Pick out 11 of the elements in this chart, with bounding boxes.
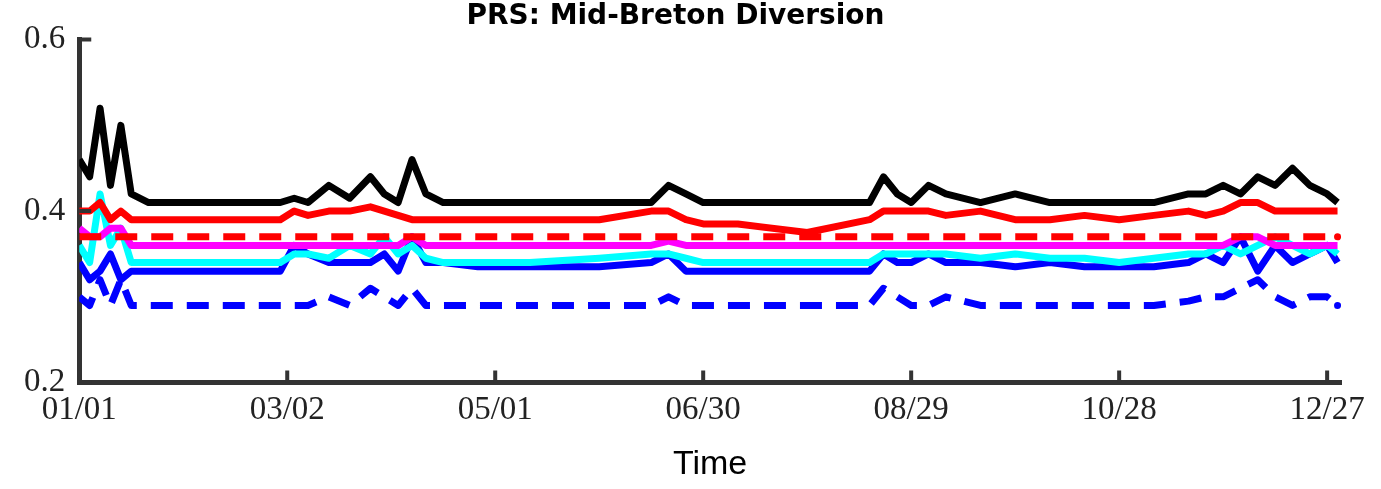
x-axis-title: Time bbox=[672, 442, 748, 481]
y-tick-label: 0.4 bbox=[24, 190, 66, 227]
x-tick-label: 06/30 bbox=[665, 390, 741, 427]
x-tick-label: 08/29 bbox=[873, 390, 949, 427]
chart-title: PRS: Mid-Breton Diversion bbox=[466, 0, 885, 32]
x-tick-label: 10/28 bbox=[1081, 390, 1157, 427]
y-tick-label: 0.6 bbox=[24, 19, 66, 56]
x-tick-label: 05/01 bbox=[457, 390, 533, 427]
x-tick-label: 01/01 bbox=[41, 390, 117, 427]
x-tick-label: 12/27 bbox=[1289, 390, 1365, 427]
x-tick-label: 03/02 bbox=[249, 390, 325, 427]
